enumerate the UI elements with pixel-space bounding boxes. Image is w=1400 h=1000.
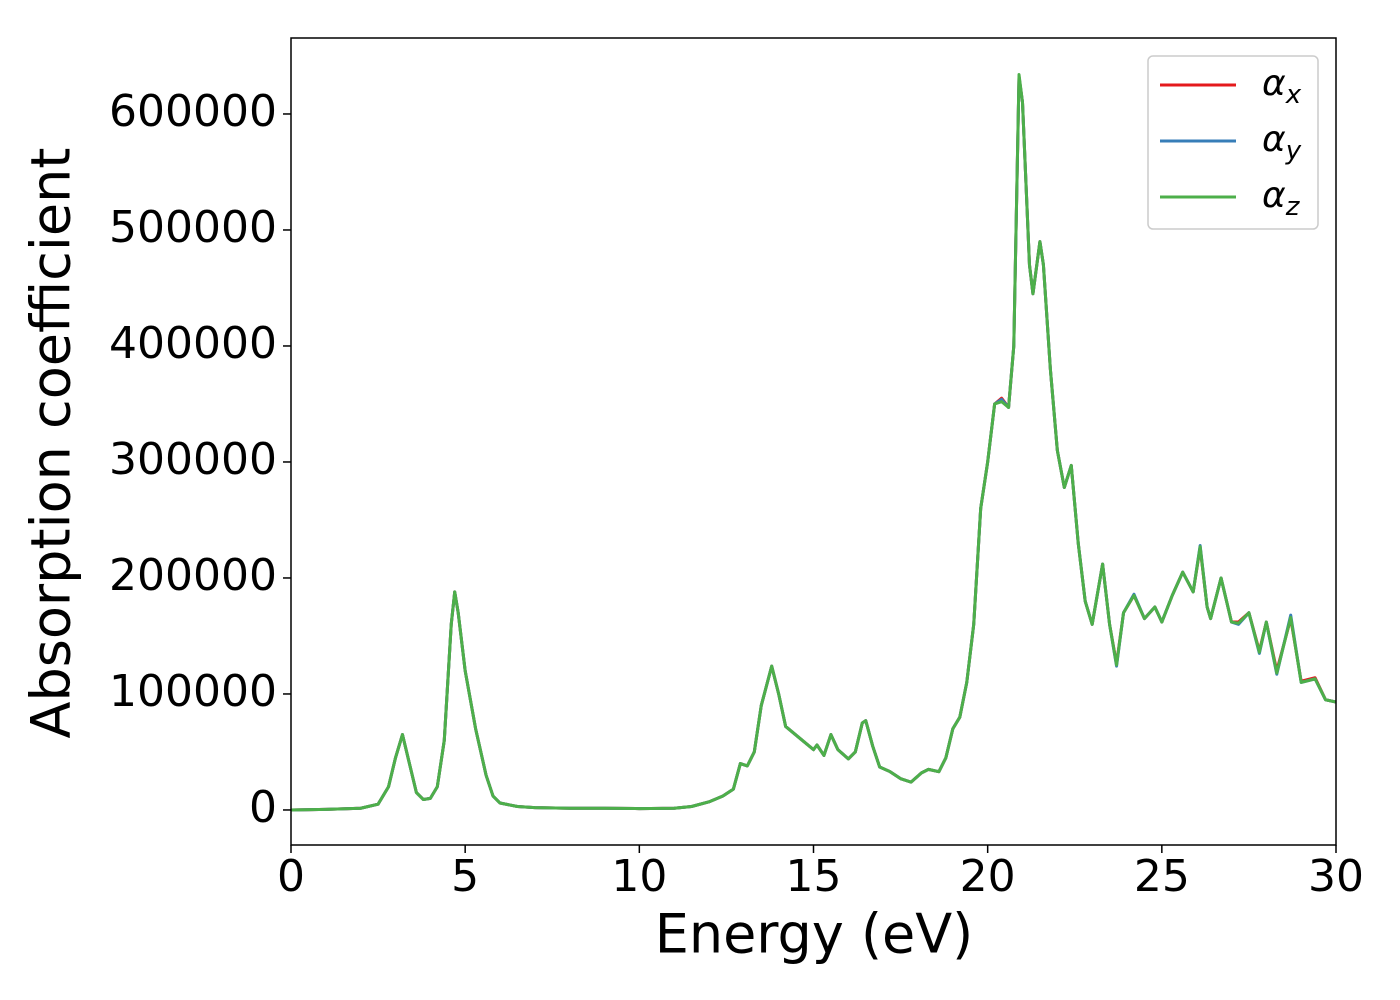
x-tick-label: 10 bbox=[611, 851, 667, 902]
y-tick-label: 300000 bbox=[109, 434, 277, 485]
y-tick-label: 400000 bbox=[109, 318, 277, 369]
x-tick-label: 25 bbox=[1134, 851, 1190, 902]
y-axis-label: Absorption coefficient bbox=[20, 148, 83, 739]
x-axis-label: Energy (eV) bbox=[655, 903, 974, 966]
plot-frame bbox=[290, 37, 1337, 846]
y-tick-label: 100000 bbox=[109, 666, 277, 717]
legend-label: αz bbox=[1262, 175, 1301, 222]
y-tick-label: 600000 bbox=[109, 86, 277, 137]
legend-label: αy bbox=[1262, 119, 1302, 166]
y-tick-label: 200000 bbox=[109, 550, 277, 601]
series-line bbox=[291, 73, 1336, 812]
x-tick-label: 0 bbox=[277, 851, 305, 902]
y-tick-label: 500000 bbox=[109, 202, 277, 253]
y-tick-label: 0 bbox=[249, 782, 277, 833]
legend-label: αx bbox=[1262, 63, 1302, 110]
x-tick-label: 30 bbox=[1308, 851, 1364, 902]
x-tick-label: 5 bbox=[451, 851, 479, 902]
x-tick-label: 15 bbox=[786, 851, 842, 902]
x-tick-label: 20 bbox=[960, 851, 1016, 902]
